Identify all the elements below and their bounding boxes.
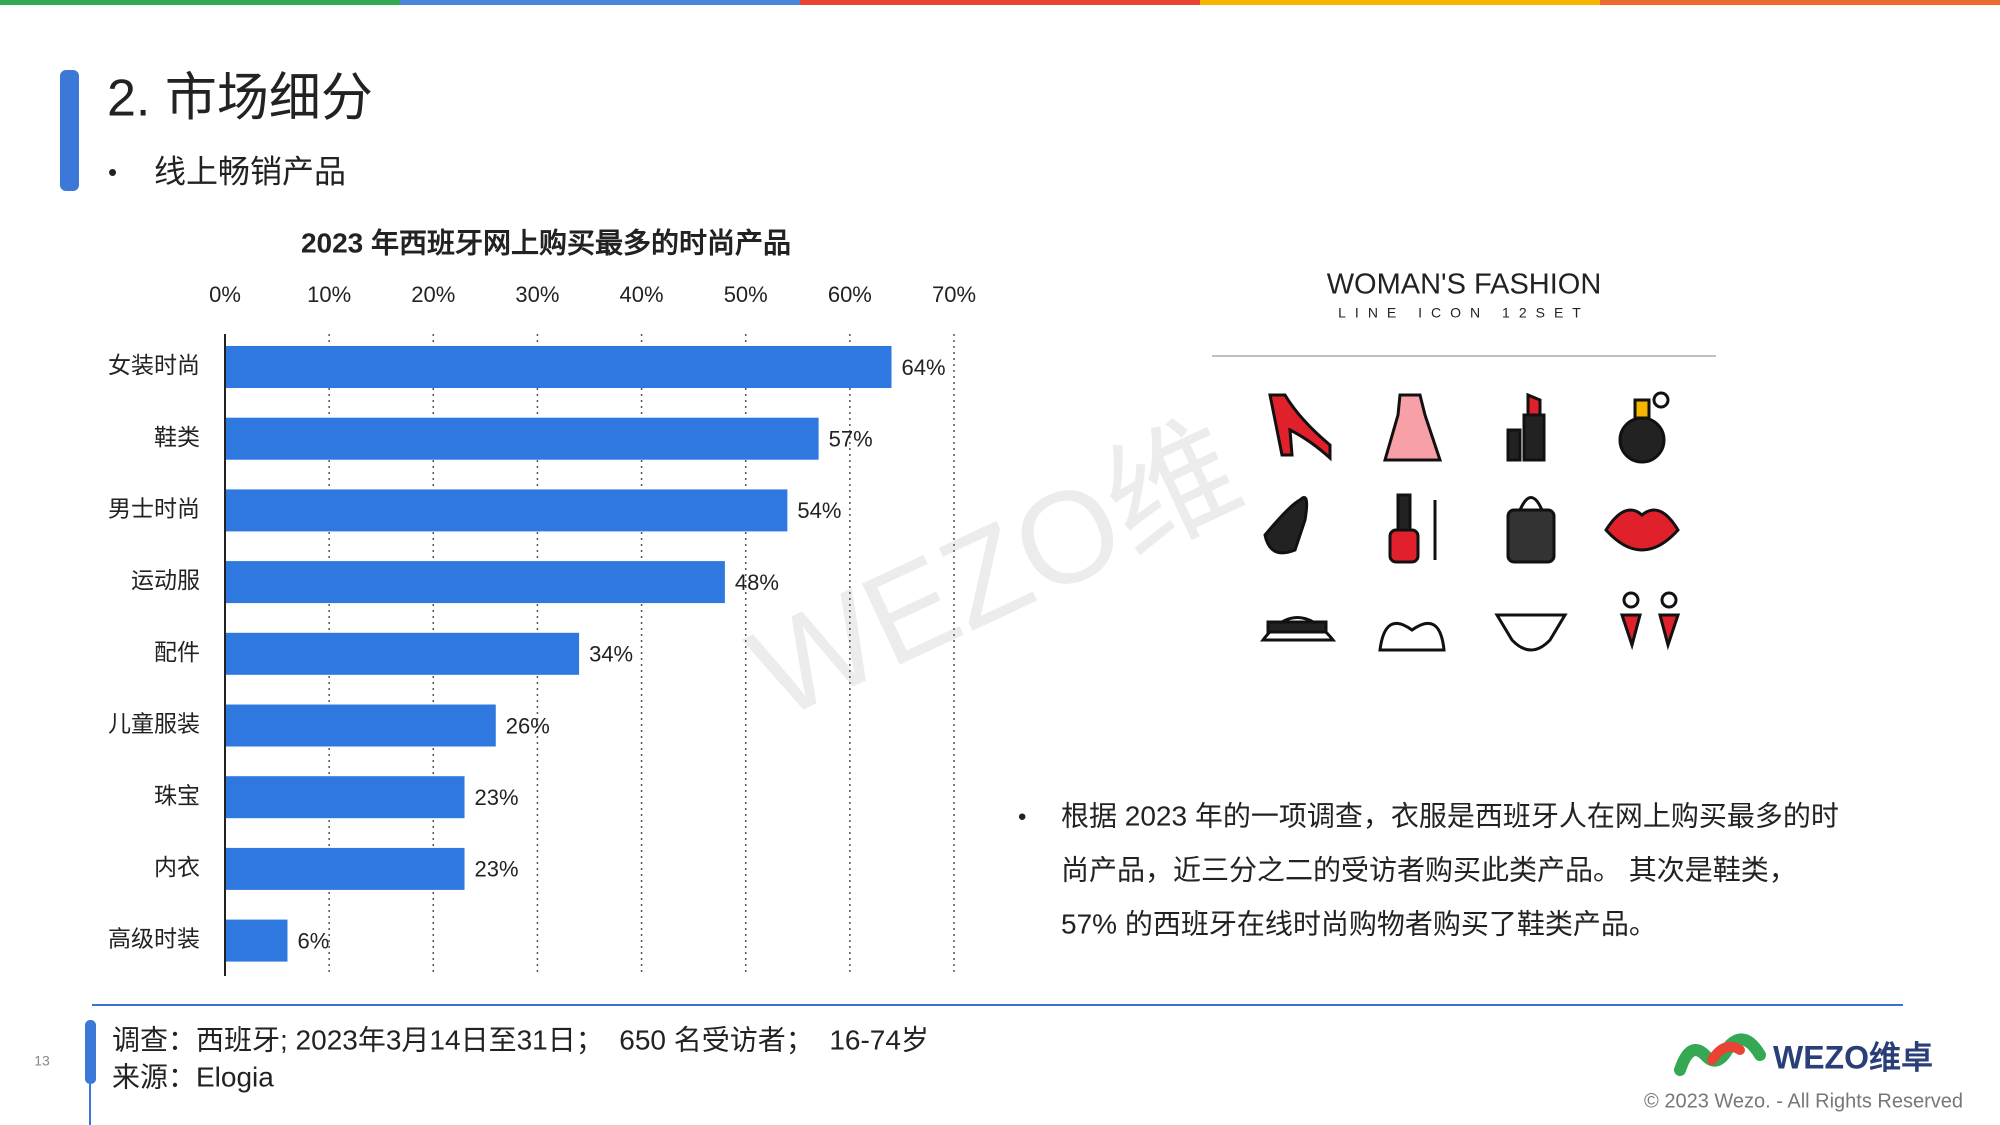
survey-note: 调查：西班牙; 2023年3月14日至31日； 650 名受访者； 16-74岁	[112, 1024, 929, 1055]
top-strip	[800, 0, 1200, 5]
x-tick-label: 30%	[515, 282, 559, 307]
value-label: 57%	[829, 427, 873, 452]
icon-perfume	[1618, 416, 1666, 464]
x-tick-label: 40%	[620, 282, 664, 307]
title-accent	[60, 70, 79, 191]
icon-lipstick-tip	[1526, 392, 1542, 417]
x-tick-label: 60%	[828, 282, 872, 307]
icon-grid	[1259, 391, 1681, 652]
bullet: •	[108, 157, 117, 187]
note-line: 57% 的西班牙在线时尚购物者购买了鞋类产品。	[1061, 908, 1657, 939]
y-tick-label: 儿童服装	[108, 711, 200, 737]
value-label: 26%	[506, 713, 550, 738]
y-tick-label: 珠宝	[154, 782, 200, 808]
x-tick-label: 10%	[307, 282, 351, 307]
value-label: 6%	[297, 928, 329, 953]
x-tick-label: 0%	[209, 282, 241, 307]
y-tick-label: 鞋类	[154, 424, 200, 450]
bar	[225, 346, 892, 388]
icon-hat-band	[1266, 620, 1328, 634]
y-tick-label: 女装时尚	[108, 352, 200, 378]
bar	[225, 489, 788, 532]
icon-underwear	[1494, 613, 1568, 652]
source-note: 来源：Elogia	[112, 1061, 274, 1092]
logo-text: WEZO维卓	[1773, 1039, 1933, 1075]
icon-lipstick	[1522, 413, 1546, 462]
icon-earring-top	[1660, 591, 1678, 609]
x-tick-label: 70%	[932, 282, 976, 307]
value-label: 64%	[902, 355, 946, 380]
icon-black-heel	[1263, 496, 1309, 555]
icon-earrings	[1619, 613, 1681, 651]
slide-subtitle: 线上畅销产品	[154, 153, 346, 189]
icon-bag-handle	[1518, 496, 1544, 511]
icon-heel	[1268, 393, 1332, 462]
bar	[225, 561, 725, 604]
y-tick-label: 男士时尚	[108, 495, 200, 521]
slide-title: 2. 市场细分	[107, 70, 373, 128]
logo-mark	[1707, 1041, 1745, 1065]
panel-title: WOMAN'S FASHION	[1327, 269, 1602, 301]
icon-bag	[1506, 508, 1556, 564]
y-tick-label: 配件	[154, 639, 200, 665]
x-tick-label: 50%	[724, 282, 768, 307]
page-number: 13	[34, 1053, 50, 1069]
bar-chart: 2023 年西班牙网上购买最多的时尚产品 0% 10% 20% 30% 40% 50% 60…	[108, 226, 976, 976]
icon-earring-top	[1622, 591, 1640, 609]
icon-bra	[1378, 621, 1446, 652]
value-label: 34%	[589, 642, 633, 667]
icon-nail-cap	[1396, 493, 1412, 532]
x-tick-label: 20%	[411, 282, 455, 307]
icon-lips	[1604, 508, 1680, 552]
chart-title: 2023 年西班牙网上购买最多的时尚产品	[301, 226, 791, 258]
top-strip	[1600, 0, 2000, 5]
icon-perfume-neck	[1633, 398, 1651, 420]
panel-subtitle: LINE ICON 12SET	[1338, 305, 1590, 321]
top-strip	[400, 0, 800, 5]
copyright: © 2023 Wezo. - All Rights Reserved	[1644, 1090, 1963, 1112]
bar	[225, 704, 496, 747]
note-line: 尚产品，近三分之二的受访者购买此类产品。 其次是鞋类，	[1061, 854, 1797, 885]
value-label: 48%	[735, 570, 779, 595]
icon-lipstick-cap	[1506, 428, 1522, 462]
y-tick-label: 内衣	[154, 854, 200, 880]
bar	[225, 776, 465, 819]
footer-accent	[85, 1020, 96, 1084]
y-tick-label: 运动服	[131, 567, 200, 593]
value-label: 54%	[797, 498, 841, 523]
value-label: 23%	[475, 857, 519, 882]
bar	[225, 919, 288, 962]
bullet: •	[1018, 803, 1026, 830]
icon-nail-polish	[1388, 528, 1420, 564]
bar	[225, 417, 819, 460]
bar	[225, 632, 580, 675]
value-label: 23%	[475, 785, 519, 810]
top-strip	[0, 0, 400, 5]
note-line: 根据 2023 年的一项调查，衣服是西班牙人在网上购买最多的时	[1061, 800, 1839, 831]
top-strip	[1200, 0, 1600, 5]
icon-perfume-spray	[1652, 391, 1670, 409]
y-tick-label: 高级时装	[108, 926, 200, 952]
icon-dress	[1383, 393, 1443, 462]
bar	[225, 847, 465, 890]
